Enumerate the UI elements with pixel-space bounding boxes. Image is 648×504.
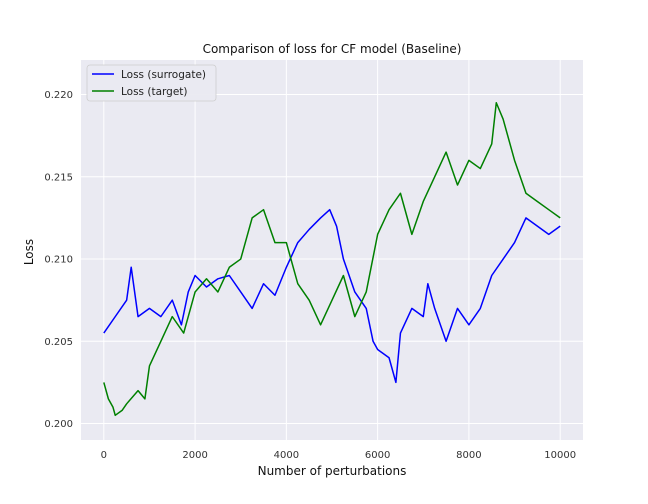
x-tick-label: 4000 <box>274 450 299 461</box>
y-axis-label: Loss <box>22 239 36 265</box>
x-tick-label: 8000 <box>456 450 481 461</box>
x-tick-label: 10000 <box>544 450 576 461</box>
legend-label-target: Loss (target) <box>121 86 188 98</box>
x-tick-label: 6000 <box>365 450 390 461</box>
plot-background <box>81 60 583 440</box>
x-tick-label: 0 <box>101 450 107 461</box>
y-tick-label: 0.220 <box>44 90 73 101</box>
y-tick-label: 0.210 <box>44 255 73 266</box>
y-tick-label: 0.205 <box>44 337 73 348</box>
x-axis-ticks: 0 2000 4000 6000 8000 10000 <box>101 450 576 461</box>
chart-title: Comparison of loss for CF model (Baselin… <box>203 42 462 56</box>
x-axis-label: Number of perturbations <box>258 464 407 478</box>
legend: Loss (surrogate) Loss (target) <box>86 64 217 102</box>
legend-label-surrogate: Loss (surrogate) <box>121 69 206 81</box>
series-line-surrogate <box>103 208 561 384</box>
y-axis-ticks: 0.200 0.205 0.210 0.215 0.220 <box>44 90 73 430</box>
y-tick-label: 0.200 <box>44 419 73 430</box>
x-tick-label: 2000 <box>182 450 207 461</box>
series-layer <box>103 102 561 417</box>
y-tick-label: 0.215 <box>44 172 73 183</box>
series-line-target <box>103 102 561 417</box>
legend-box <box>86 64 217 102</box>
